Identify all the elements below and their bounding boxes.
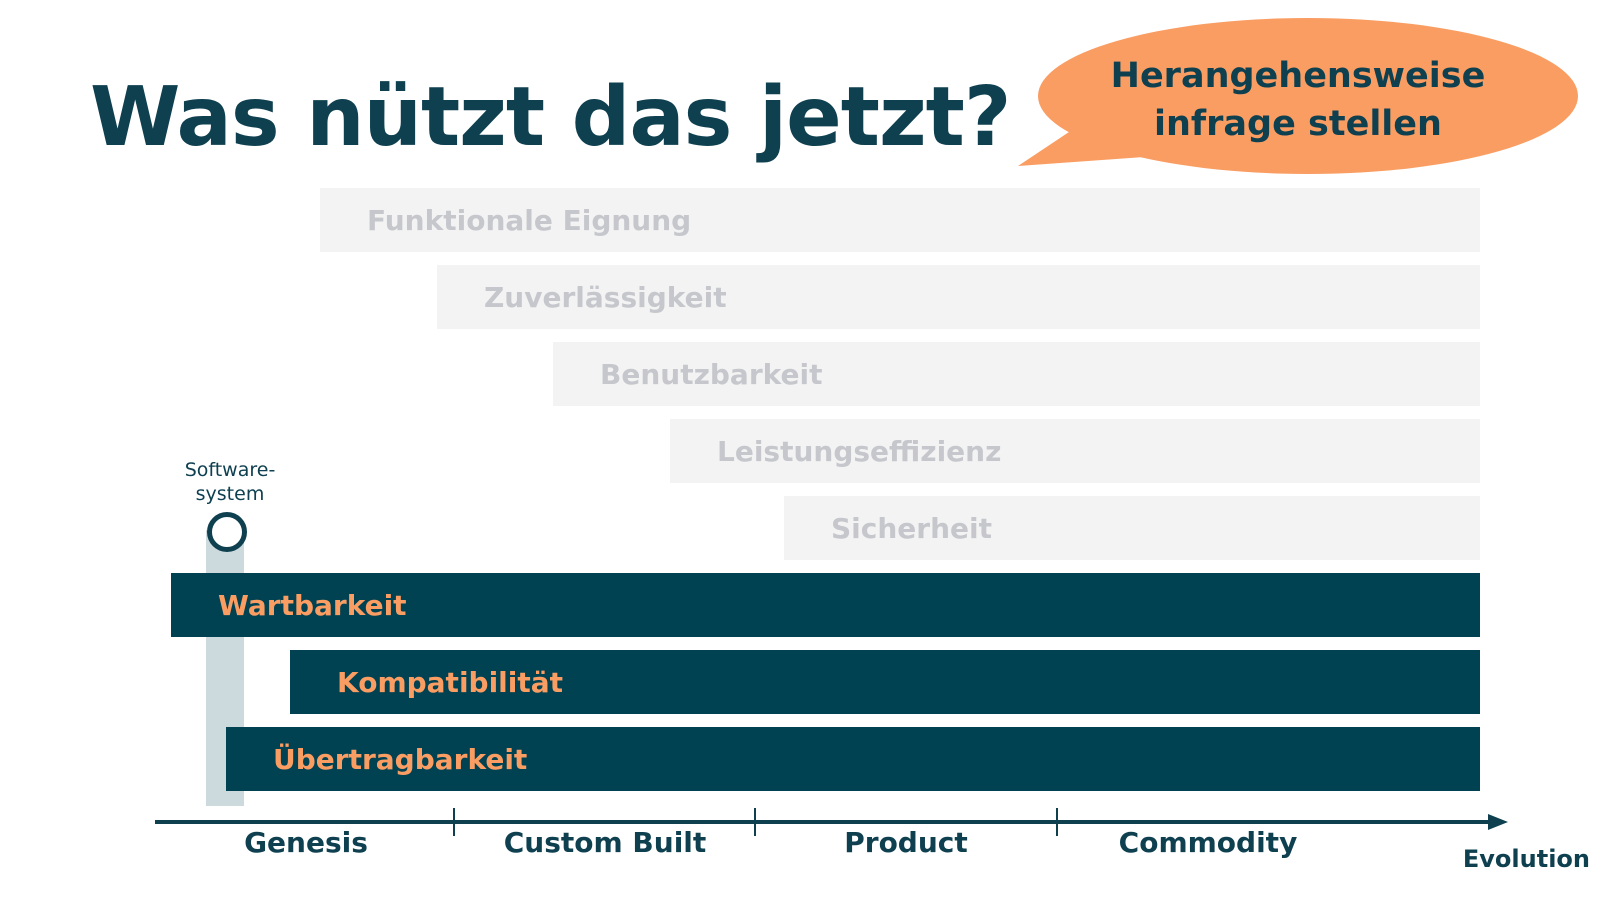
bar-uebertragbarkeit: Übertragbarkeit [226, 727, 1480, 791]
phase-commodity: Commodity [1118, 826, 1298, 859]
bar-kompatibilitaet: Kompatibilität [290, 650, 1480, 714]
bar-leistungseffizienz: Leistungseffizienz [670, 419, 1480, 483]
bar-benutzbarkeit: Benutzbarkeit [553, 342, 1480, 406]
speech-bubble-line-2: infrage stellen [1154, 104, 1442, 144]
bar-zuverlaessigkeit: Zuverlässigkeit [437, 265, 1480, 329]
bar-label: Übertragbarkeit [273, 742, 528, 776]
speech-bubble-text: Herangehensweise infrage stellen [1018, 52, 1578, 148]
bar-label: Zuverlässigkeit [484, 280, 727, 314]
software-system-label: Software- system [160, 458, 300, 506]
page-title: Was nützt das jetzt? [90, 70, 1011, 165]
phase-genesis: Genesis [244, 826, 368, 859]
axis-label-evolution: Evolution [1462, 845, 1590, 873]
axis-arrowhead [1488, 814, 1508, 830]
software-system-label-line-2: system [195, 483, 265, 505]
bar-label: Kompatibilität [337, 665, 564, 699]
software-system-label-line-1: Software- [184, 459, 276, 481]
speech-bubble: Herangehensweise infrage stellen [1018, 16, 1578, 180]
phase-custom-built: Custom Built [503, 826, 707, 859]
bar-label: Funktionale Eignung [367, 203, 692, 237]
bar-wartbarkeit: Wartbarkeit [171, 573, 1480, 637]
speech-bubble-line-1: Herangehensweise [1110, 56, 1486, 96]
software-system-marker [207, 512, 247, 552]
bar-sicherheit: Sicherheit [784, 496, 1480, 560]
bar-funktionale-eignung: Funktionale Eignung [320, 188, 1480, 252]
bar-label: Benutzbarkeit [600, 357, 823, 391]
speech-bubble-shape [1018, 18, 1578, 174]
bar-label: Sicherheit [831, 511, 992, 545]
bar-label: Leistungseffizienz [717, 434, 1002, 468]
phase-product: Product [844, 826, 968, 859]
bar-label: Wartbarkeit [218, 588, 407, 622]
